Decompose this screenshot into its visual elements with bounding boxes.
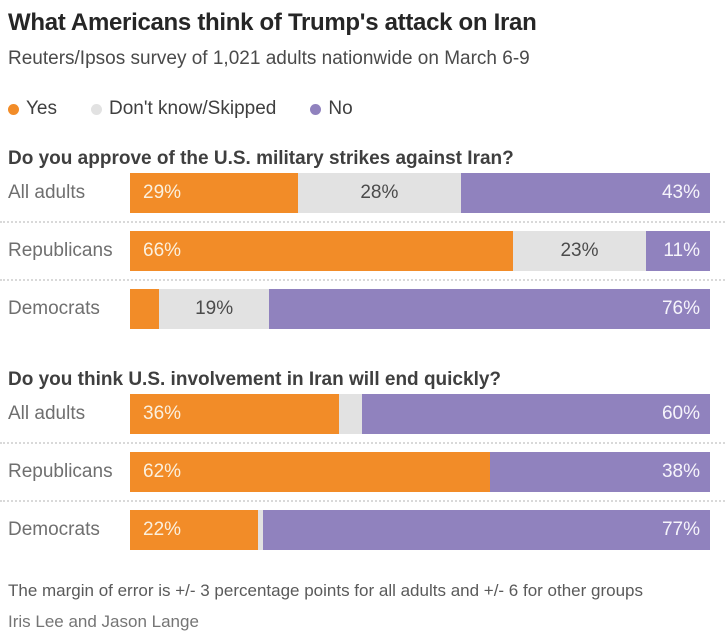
bar-track: 29% 28% 43% <box>130 173 710 213</box>
segment-value-label: 36% <box>143 403 182 424</box>
question-title-approve-strikes: Do you approve of the U.S. military stri… <box>8 148 514 169</box>
bar-segment-yes: 36% <box>130 394 339 434</box>
bar-segment-no: 60% <box>361 394 710 434</box>
category-label-all-adults: All adults <box>8 403 86 424</box>
bar-row-q1-republicans: Republicans 66% 23% 11% <box>0 231 725 271</box>
bar-track: 36% 60% <box>130 394 710 434</box>
segment-value-label: 66% <box>143 240 182 261</box>
segment-value-label: 60% <box>661 403 700 424</box>
bar-row-q1-all-adults: All adults 29% 28% 43% <box>0 173 725 213</box>
bar-segment-dont-know: 28% <box>298 173 461 213</box>
legend-label-yes: Yes <box>26 98 57 119</box>
bar-segment-no: 11% <box>646 231 710 271</box>
bar-segment-dont-know <box>338 394 362 434</box>
bar-segment-no: 43% <box>460 173 710 213</box>
segment-value-label: 76% <box>661 298 700 319</box>
chart-1-rows: All adults 29% 28% 43% Republicans 66% 2… <box>0 173 725 329</box>
page-subtitle: Reuters/Ipsos survey of 1,021 adults nat… <box>8 48 530 69</box>
segment-value-label: 43% <box>661 182 700 203</box>
segment-value-label: 62% <box>143 461 182 482</box>
bar-track: 66% 23% 11% <box>130 231 710 271</box>
dotted-divider <box>0 500 725 502</box>
dotted-divider <box>0 442 725 444</box>
category-label-republicans: Republicans <box>8 461 113 482</box>
bar-segment-no: 38% <box>489 452 710 492</box>
chart-2-rows: All adults 36% 60% Republicans 62% 38% D… <box>0 394 725 550</box>
bar-row-q2-democrats: Democrats 22% 77% <box>0 510 725 550</box>
segment-value-label: 19% <box>195 298 234 319</box>
category-label-all-adults: All adults <box>8 182 86 203</box>
category-label-republicans: Republicans <box>8 240 113 261</box>
legend-dot-no-icon <box>310 103 322 115</box>
question-title-end-quickly: Do you think U.S. involvement in Iran wi… <box>8 369 502 390</box>
bar-segment-yes: 66% <box>130 231 513 271</box>
segment-value-label: 38% <box>661 461 700 482</box>
page-title: What Americans think of Trump's attack o… <box>8 9 537 36</box>
legend-label-dont-know: Don't know/Skipped <box>109 98 277 119</box>
segment-value-label: 77% <box>661 519 700 540</box>
bar-track: 62% 38% <box>130 452 710 492</box>
bar-segment-no: 76% <box>269 289 710 329</box>
byline: Iris Lee and Jason Lange <box>8 612 199 631</box>
bar-segment-yes: 22% <box>130 510 258 550</box>
legend-dot-yes-icon <box>8 103 19 115</box>
bar-segment-dont-know: 19% <box>159 289 270 329</box>
segment-value-label: 29% <box>143 182 182 203</box>
category-label-democrats: Democrats <box>8 519 100 540</box>
bar-segment-dont-know: 23% <box>512 231 647 271</box>
legend-item-yes: Yes <box>8 98 57 120</box>
category-label-democrats: Democrats <box>8 298 100 319</box>
legend-dot-dont-know-icon <box>91 103 102 115</box>
bar-segment-dont-know <box>257 510 264 550</box>
segment-value-label: 28% <box>360 182 399 203</box>
segment-value-label: 11% <box>663 240 700 261</box>
legend-item-no: No <box>310 98 353 120</box>
bar-row-q2-republicans: Republicans 62% 38% <box>0 452 725 492</box>
bar-segment-yes <box>130 289 159 329</box>
margin-of-error-note: The margin of error is +/- 3 percentage … <box>8 581 644 600</box>
bar-track: 22% 77% <box>130 510 710 550</box>
segment-value-label: 23% <box>560 240 599 261</box>
bar-segment-yes: 62% <box>130 452 490 492</box>
bar-row-q1-democrats: Democrats 19% 76% <box>0 289 725 329</box>
legend-label-no: No <box>328 98 353 119</box>
legend-item-dont-know: Don't know/Skipped <box>91 98 276 120</box>
bar-row-q2-all-adults: All adults 36% 60% <box>0 394 725 434</box>
dotted-divider <box>0 221 725 223</box>
bar-track: 19% 76% <box>130 289 710 329</box>
bar-segment-no: 77% <box>263 510 710 550</box>
legend: Yes Don't know/Skipped No <box>8 97 710 121</box>
segment-value-label: 22% <box>143 519 182 540</box>
bar-segment-yes: 29% <box>130 173 299 213</box>
dotted-divider <box>0 279 725 281</box>
